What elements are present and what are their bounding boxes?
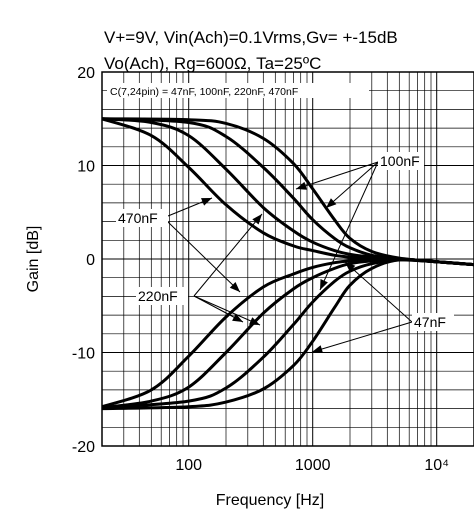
arrowhead bbox=[201, 198, 212, 206]
label-100nF-bg bbox=[378, 152, 424, 170]
label-220nF-bg bbox=[136, 287, 188, 305]
arrowhead bbox=[326, 198, 337, 208]
series-group bbox=[101, 117, 474, 411]
x-tick-label: 100 bbox=[175, 457, 202, 474]
y-tick-label: 10 bbox=[77, 159, 95, 176]
leader-470nF-b bbox=[167, 221, 241, 293]
label-470nF-bg bbox=[116, 209, 168, 227]
leader-47nF-b bbox=[344, 261, 413, 323]
label-470nF: 470nF bbox=[118, 210, 158, 226]
leader-220nF-b bbox=[193, 295, 261, 326]
y-tick-label: 20 bbox=[77, 65, 95, 82]
leader-100nF-b bbox=[325, 161, 379, 209]
chart-title-line-1: V+=9V, Vin(Ach)=0.1Vrms,Gv= +-15dB bbox=[104, 28, 398, 47]
arrowhead bbox=[296, 181, 307, 190]
condition-annotation: C(7,24pin) = 47nF, 100nF, 220nF, 470nF bbox=[107, 83, 369, 98]
x-tick-label: 1000 bbox=[295, 457, 331, 474]
label-47nF: 47nF bbox=[414, 314, 446, 330]
arrowhead bbox=[252, 214, 262, 225]
callouts: 100nF 470nF 220nF 47nF bbox=[116, 152, 454, 353]
condition-box-bg bbox=[107, 83, 369, 98]
x-tick-label: 10⁴ bbox=[424, 457, 449, 474]
label-100nF: 100nF bbox=[380, 153, 420, 169]
y-tick-label: -10 bbox=[72, 346, 95, 363]
arrowhead bbox=[229, 282, 240, 292]
leader-100nF-c bbox=[319, 161, 379, 291]
chart-title-line-2: Vo(Ach), Rg=600Ω, Ta=25ºC bbox=[104, 54, 321, 73]
y-tick-label: -20 bbox=[72, 439, 95, 456]
leader-47nF-a bbox=[311, 321, 413, 353]
arrowhead bbox=[345, 262, 356, 272]
arrowhead bbox=[320, 279, 328, 290]
condition-text: C(7,24pin) = 47nF, 100nF, 220nF, 470nF bbox=[110, 86, 298, 98]
y-axis-label: Gain [dB] bbox=[25, 226, 42, 293]
leader-220nF-a bbox=[193, 213, 263, 297]
label-47nF-bg bbox=[412, 313, 454, 331]
y-tick-label: 0 bbox=[86, 252, 95, 269]
arrowhead bbox=[249, 317, 260, 325]
arrowhead bbox=[232, 313, 243, 322]
label-220nF: 220nF bbox=[138, 288, 178, 304]
leader-100nF-a bbox=[295, 161, 379, 190]
series-line-cut-47nF bbox=[101, 258, 474, 411]
plot-frame bbox=[101, 71, 474, 447]
arrowhead bbox=[312, 345, 323, 353]
x-axis-label: Frequency [Hz] bbox=[216, 492, 324, 509]
